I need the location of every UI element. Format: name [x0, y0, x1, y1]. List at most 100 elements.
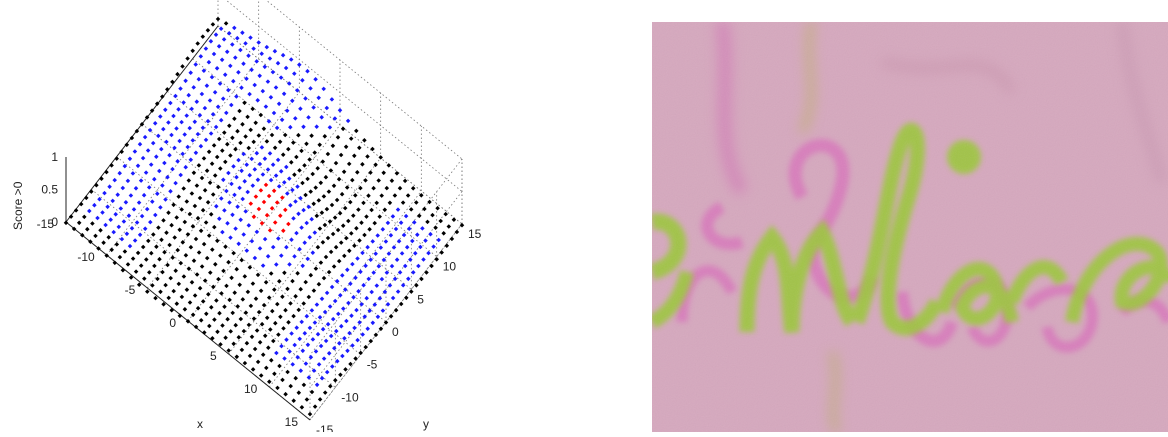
surface-point [110, 198, 115, 204]
surface-point [308, 354, 314, 360]
surface-point [393, 226, 399, 232]
surface-point [231, 164, 236, 169]
surface-point [347, 248, 352, 254]
surface-point [194, 183, 200, 188]
surface-point [276, 184, 282, 189]
surface-point [398, 301, 404, 307]
surface-point [316, 95, 321, 101]
surface-point [339, 191, 345, 197]
surface-point [275, 60, 281, 66]
surface-point [322, 309, 328, 315]
surface-point [220, 323, 225, 328]
surface-point [294, 230, 299, 236]
surface-point [371, 270, 376, 275]
surface-point [156, 133, 161, 139]
x-tick-label: 10 [244, 382, 258, 396]
surface-point [296, 307, 301, 313]
surface-point [226, 348, 231, 353]
surface-point [225, 141, 230, 147]
surface-point [163, 107, 168, 113]
surface-point [331, 264, 337, 269]
surface-point [320, 326, 326, 332]
surface-point [128, 275, 134, 280]
surface-point [307, 157, 312, 162]
surface-point [338, 293, 343, 298]
surface-point [332, 345, 337, 351]
surface-point [446, 224, 452, 229]
surface-point [235, 35, 240, 41]
surface-point [280, 152, 286, 157]
gridline [167, 91, 412, 290]
surface-point [230, 42, 235, 47]
surface-point [284, 337, 289, 342]
surface-point [360, 250, 365, 256]
surface-point [298, 195, 303, 201]
surface-point [221, 268, 226, 274]
surface-point [158, 114, 163, 119]
surface-point [291, 313, 296, 319]
surface-point [256, 206, 262, 212]
surface-point [329, 284, 335, 290]
surface-point [68, 214, 74, 219]
surface-point [124, 231, 130, 237]
surface-point [355, 337, 360, 343]
surface-point [288, 203, 293, 208]
surface-point [376, 263, 382, 269]
surface-point [92, 202, 97, 208]
surface-point [377, 296, 383, 301]
y-tick-label: 10 [443, 260, 457, 274]
surface-point [255, 177, 261, 183]
surface-point [136, 200, 142, 205]
surface-point [342, 205, 348, 211]
surface-point [387, 283, 393, 288]
surface-point [234, 94, 239, 99]
surface-point [127, 156, 133, 162]
surface-point [208, 131, 214, 136]
surface-point [265, 79, 271, 84]
surface-point [416, 263, 421, 269]
surface-point [397, 270, 403, 275]
surface-point [234, 266, 239, 272]
surface-point [303, 279, 308, 285]
surface-point [221, 37, 227, 42]
surface-point [307, 235, 312, 240]
surface-point [443, 211, 448, 217]
gridline [309, 158, 463, 356]
surface-point [295, 184, 300, 189]
surface-point [178, 86, 183, 91]
gridline [192, 58, 437, 257]
surface-point [394, 171, 400, 176]
surface-point [396, 238, 402, 244]
surface-point [280, 195, 285, 200]
surface-point [203, 46, 209, 51]
surface-point [244, 248, 250, 253]
surface-point [266, 193, 272, 199]
surface-point [152, 263, 157, 269]
surface-point [148, 219, 153, 225]
surface-point [272, 220, 278, 225]
surface-point [349, 231, 354, 236]
surface-point [195, 41, 200, 46]
surface-point [257, 340, 263, 345]
surface-point [218, 26, 224, 31]
surface-point [438, 218, 443, 224]
surface-point [272, 145, 278, 151]
surface-point [391, 245, 397, 250]
surface-point [278, 213, 283, 218]
surface-point [345, 118, 351, 124]
surface-point [248, 127, 253, 133]
surface-point [182, 132, 187, 137]
surface-point [388, 314, 394, 319]
surface-point [361, 282, 366, 288]
surface-point [160, 183, 165, 188]
surface-point [330, 231, 336, 237]
surface-point [199, 175, 205, 181]
surface-point [287, 176, 292, 181]
surface-point [272, 371, 277, 377]
surface-point [207, 180, 213, 185]
surface-point [419, 276, 424, 282]
surface-point [264, 212, 270, 218]
surface-point [312, 150, 317, 155]
surface-point [290, 278, 295, 284]
surface-point [388, 233, 394, 238]
